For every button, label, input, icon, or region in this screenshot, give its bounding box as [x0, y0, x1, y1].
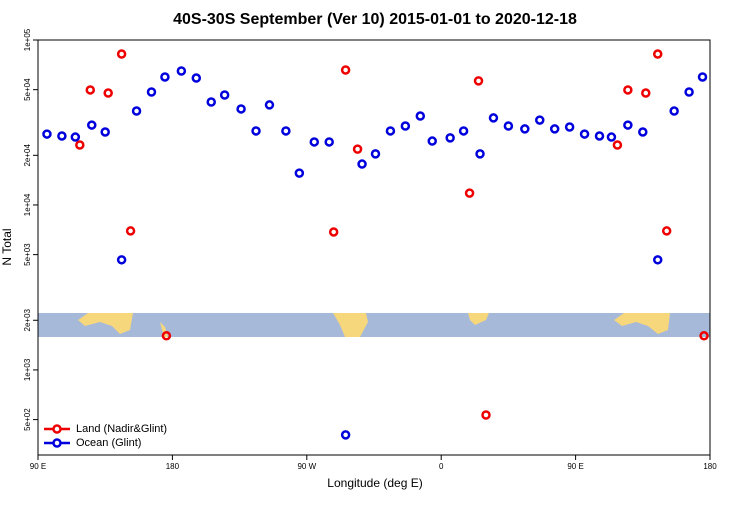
legend-marker	[52, 438, 62, 448]
point	[473, 76, 484, 86]
y-tick-label: 1e+05	[23, 28, 32, 51]
point	[340, 430, 351, 440]
x-tick-label: 90 W	[297, 462, 316, 471]
y-tick-label: 1e+03	[23, 358, 32, 381]
point	[75, 140, 85, 150]
point	[475, 149, 485, 159]
point	[464, 188, 475, 198]
point	[503, 121, 514, 131]
point	[427, 136, 437, 146]
x-tick-label: 90 E	[567, 462, 583, 471]
y-tick-label: 1e+04	[23, 193, 32, 216]
point	[400, 121, 411, 131]
point	[160, 72, 170, 82]
point	[594, 131, 605, 141]
point	[699, 331, 709, 341]
map-strip	[38, 313, 710, 337]
point	[549, 124, 560, 134]
y-tick-label: 2e+04	[23, 144, 32, 167]
point	[294, 168, 305, 178]
point	[125, 226, 136, 236]
point	[340, 65, 351, 75]
point	[623, 85, 633, 95]
y-tick-label: 5e+02	[23, 408, 32, 431]
point	[612, 140, 623, 150]
point	[415, 111, 426, 121]
point	[116, 255, 127, 265]
point	[661, 226, 672, 236]
point	[684, 87, 694, 97]
point	[481, 410, 491, 420]
x-axis-label: Longitude (deg E)	[327, 476, 422, 490]
point	[324, 137, 334, 147]
point	[520, 124, 530, 134]
point	[606, 132, 617, 142]
point	[191, 73, 202, 83]
y-tick-label: 5e+03	[23, 243, 32, 266]
point	[638, 127, 648, 137]
legend-label: Land (Nadir&Glint)	[76, 423, 167, 435]
chart-title: 40S-30S September (Ver 10) 2015-01-01 to…	[173, 11, 577, 28]
point	[42, 129, 52, 139]
point	[328, 227, 339, 237]
point	[309, 137, 320, 147]
point	[161, 331, 172, 341]
point	[697, 72, 708, 82]
x-tick-label: 90 E	[30, 462, 46, 471]
point	[87, 120, 97, 130]
point	[652, 49, 663, 59]
point	[579, 129, 590, 139]
point	[57, 131, 67, 141]
point	[131, 106, 142, 116]
y-tick-label: 2e+03	[23, 308, 32, 331]
point	[103, 88, 113, 98]
point	[85, 85, 96, 95]
point	[206, 97, 216, 107]
point	[352, 144, 363, 154]
point	[458, 126, 469, 136]
legend-marker	[52, 424, 62, 434]
point	[564, 122, 575, 132]
point	[219, 90, 230, 100]
x-tick-label: 180	[166, 462, 180, 471]
plot-frame	[37, 39, 711, 456]
point	[669, 106, 679, 116]
x-tick-label: 0	[439, 462, 444, 471]
point	[264, 100, 275, 110]
point	[357, 159, 367, 169]
point	[535, 115, 545, 125]
point	[370, 149, 381, 159]
point	[251, 126, 261, 136]
y-tick-label: 5e+04	[23, 78, 32, 101]
point	[146, 87, 157, 97]
point	[623, 120, 633, 130]
point	[176, 66, 187, 76]
point	[641, 88, 651, 98]
point	[100, 127, 110, 137]
point	[652, 255, 663, 265]
legend-label: Ocean (Glint)	[76, 437, 141, 449]
point	[236, 104, 246, 114]
y-axis-label: N Total	[0, 228, 14, 265]
point	[116, 49, 127, 59]
point	[281, 126, 291, 136]
point	[445, 133, 455, 143]
x-tick-label: 180	[703, 462, 717, 471]
point	[488, 113, 499, 123]
point	[385, 126, 396, 136]
point	[70, 132, 81, 142]
